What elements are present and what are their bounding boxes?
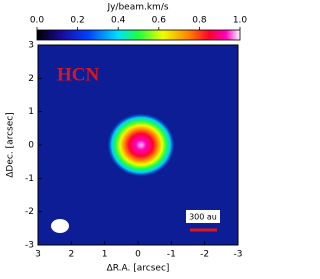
y-tick-label: 1 (28, 107, 34, 117)
y-tick-label: -3 (25, 241, 34, 251)
annotation: HCN (57, 64, 100, 85)
y-tick-label: 3 (28, 41, 34, 51)
colorbar-tick-label: 0.4 (111, 16, 126, 26)
y-tick-label: -1 (25, 174, 34, 184)
scalebar-box (186, 210, 220, 223)
page: {"chart_data": {"type": "image", "colorb… (5, 2, 248, 274)
colorbar-tick-label: 1.0 (233, 16, 248, 26)
emission (107, 113, 175, 177)
x-tick-label: -3 (234, 250, 243, 260)
y-tick-label: -2 (25, 207, 34, 217)
x-tick-label: 0 (135, 250, 141, 260)
x-tick-label: 1 (102, 250, 108, 260)
x-tick-label: 3 (35, 250, 41, 260)
colorbar-tick-label: 0.2 (70, 16, 84, 26)
colorbar-label: Jy/beam.km/s (106, 3, 168, 13)
beam (51, 219, 69, 233)
x-tick-label: -1 (167, 250, 176, 260)
colorbar-tick-label: 0.6 (152, 16, 167, 26)
scalebar-label: 300 au (189, 213, 217, 222)
colorbar-tick-label: 0.8 (192, 16, 207, 26)
x-axis-title: ΔR.A. [arcsec] (107, 264, 170, 274)
y-tick-label: 2 (28, 74, 34, 84)
x-tick-label: -2 (200, 250, 209, 260)
colorbar-tick-label: 0.0 (30, 16, 45, 26)
y-tick-label: 0 (28, 141, 34, 151)
y-axis-title: ΔDec. [arcsec] (6, 112, 16, 177)
colorbar (36, 29, 241, 41)
chart: Jy/beam.km/s HCN 300 au ΔR.A. [arcsec] Δ… (6, 3, 248, 274)
x-tick-label: 2 (68, 250, 74, 260)
